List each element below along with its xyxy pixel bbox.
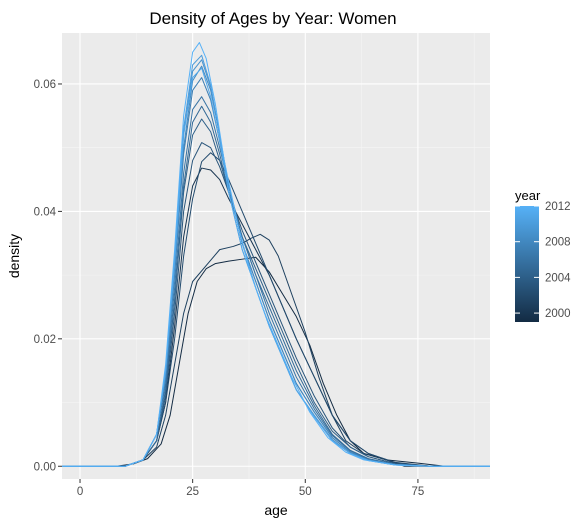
- colorbar: [515, 206, 539, 322]
- colorbar-label: 2008: [545, 237, 571, 249]
- colorbar-label: 2004: [545, 272, 571, 284]
- x-axis-title: age: [264, 502, 288, 518]
- x-tick-label: 50: [299, 486, 312, 498]
- plot-panel: [62, 33, 490, 479]
- x-axis: 0 25 50 75: [77, 479, 424, 498]
- color-legend: year 2000 2004 2008 2012: [515, 188, 571, 322]
- colorbar-label: 2000: [545, 308, 571, 320]
- y-axis-title: density: [6, 234, 22, 278]
- y-tick-label: 0.02: [34, 334, 56, 346]
- x-tick-label: 75: [412, 486, 425, 498]
- y-tick-label: 0.00: [34, 461, 56, 473]
- colorbar-label: 2012: [545, 201, 571, 213]
- y-tick-label: 0.04: [34, 206, 57, 218]
- y-axis: 0.00 0.02 0.04 0.06: [34, 79, 62, 473]
- x-tick-label: 0: [77, 486, 83, 498]
- x-tick-label: 25: [186, 486, 199, 498]
- y-tick-label: 0.06: [34, 79, 56, 91]
- legend-title: year: [515, 188, 541, 203]
- chart-title: Density of Ages by Year: Women: [149, 9, 396, 28]
